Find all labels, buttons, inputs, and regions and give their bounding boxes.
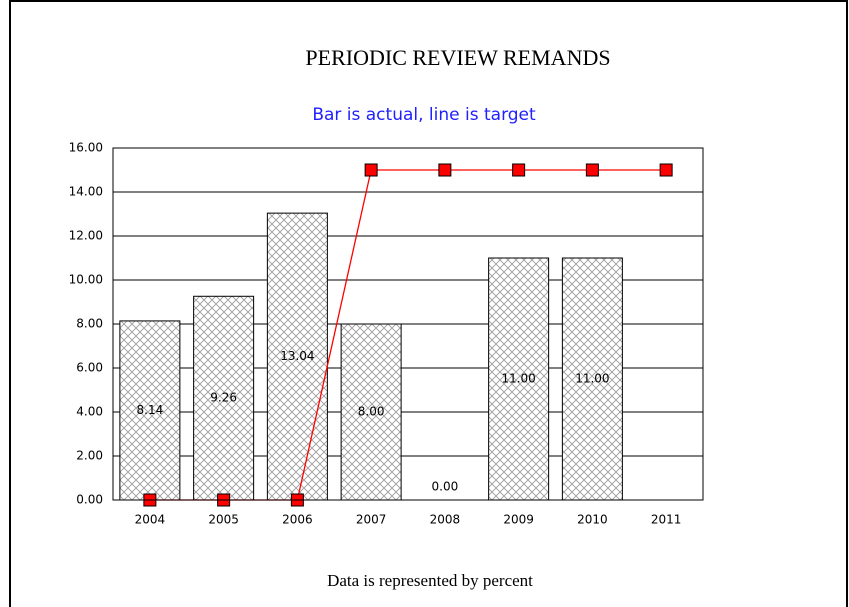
chart-subtitle: Bar is actual, line is target	[312, 105, 536, 125]
x-tick-label: 2011	[651, 513, 682, 527]
y-tick-label: 14.00	[69, 185, 103, 199]
x-tick-label: 2008	[430, 513, 461, 527]
line-marker	[364, 163, 378, 177]
footnote: Data is represented by percent	[327, 571, 533, 590]
bar	[488, 257, 550, 501]
y-tick-label: 12.00	[69, 229, 103, 243]
value-label: 8.00	[358, 405, 385, 419]
y-tick-label: 0.00	[76, 493, 103, 507]
line-marker	[512, 163, 526, 177]
bar	[193, 295, 255, 501]
frame	[9, 0, 848, 607]
value-label: 11.00	[501, 372, 535, 386]
value-label: 8.14	[137, 403, 164, 417]
plot-border	[112, 147, 704, 501]
value-label: 13.04	[280, 349, 314, 363]
value-label: 9.26	[210, 391, 237, 405]
y-tick-label: 16.00	[69, 141, 103, 155]
bar	[119, 320, 181, 501]
line-marker	[438, 163, 452, 177]
x-tick-label: 2006	[282, 513, 313, 527]
chart-title: PERIODIC REVIEW REMANDS	[305, 45, 610, 70]
x-tick-label: 2007	[356, 513, 387, 527]
x-tick-label: 2010	[577, 513, 608, 527]
y-tick-label: 8.00	[76, 317, 103, 331]
x-tick-label: 2009	[503, 513, 534, 527]
value-label: 11.00	[575, 372, 609, 386]
line-marker	[585, 163, 599, 177]
value-label: 0.00	[432, 480, 459, 494]
y-tick-label: 2.00	[76, 449, 103, 463]
y-tick-label: 6.00	[76, 361, 103, 375]
y-tick-label: 10.00	[69, 273, 103, 287]
x-tick-label: 2005	[208, 513, 239, 527]
x-tick-label: 2004	[135, 513, 166, 527]
line-marker	[659, 163, 673, 177]
bar	[266, 212, 328, 501]
y-tick-label: 4.00	[76, 405, 103, 419]
